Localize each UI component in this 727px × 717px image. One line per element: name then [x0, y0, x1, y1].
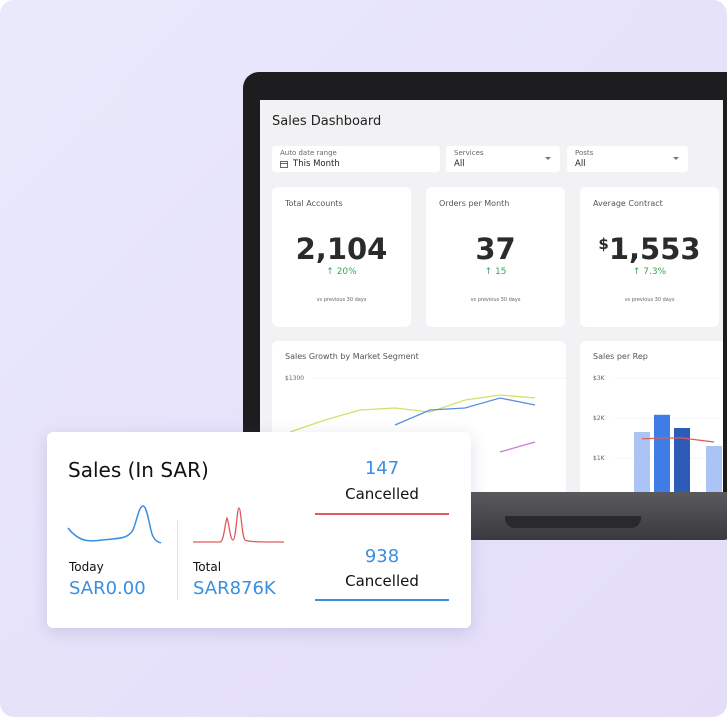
dashboard-screen: Sales Dashboard Auto date range This Mon…: [260, 100, 723, 492]
kpi-change-row: ↑ 7.3%: [632, 267, 667, 277]
chart: $3K $2K $1K: [593, 375, 723, 492]
laptop-notch: [505, 516, 641, 528]
filter[interactable]: Posts All: [567, 146, 688, 172]
kpi-change-row: ↑ 15: [484, 267, 507, 277]
trend-line: [641, 437, 715, 443]
underline: [315, 599, 449, 601]
kpi-card: Orders per Month 37 ↑ 15 vs previous 30 …: [426, 187, 565, 327]
chart-title: Sales Growth by Market Segment: [285, 352, 419, 361]
series-line: [289, 394, 536, 433]
total-value: SAR876K: [193, 578, 276, 599]
bar: [634, 432, 650, 492]
sparkline: [67, 505, 162, 544]
kpi-change-row: ↑ 20%: [326, 267, 357, 277]
cancelled-label: Cancelled: [345, 572, 419, 590]
total-label: Total: [193, 560, 222, 574]
y-tick-label: $3K: [593, 375, 606, 382]
bar: [674, 428, 690, 492]
kpi-change: 15: [494, 267, 507, 277]
kpi-label: Average Contract: [593, 199, 663, 208]
filter-value: This Month: [293, 159, 340, 169]
kpi-card: Total Accounts 2,104 ↑ 20% vs previous 3…: [272, 187, 411, 327]
kpi-note: vs previous 30 days: [624, 297, 675, 303]
cancelled-label: Cancelled: [345, 485, 419, 503]
today-label: Today: [69, 560, 104, 574]
filter-label: Auto date range: [280, 149, 337, 157]
chart-title: Sales per Rep: [593, 352, 648, 361]
kpi-value-row: $1,553: [580, 232, 719, 266]
cancelled-value: 938: [364, 546, 400, 567]
bar: [706, 446, 722, 492]
y-tick-label: $1K: [593, 455, 606, 462]
sales-card: Sales (In SAR) Today SAR0.00 Total SAR87…: [47, 432, 471, 628]
cancelled-value: 147: [364, 458, 400, 479]
kpi-note: vs previous 30 days: [316, 297, 367, 303]
today-value: SAR0.00: [69, 578, 146, 599]
sales-title: Sales (In SAR): [68, 458, 209, 482]
y-tick-label: $2K: [593, 415, 606, 422]
filter-label: Posts: [575, 149, 594, 157]
kpi-value: 1,553: [608, 232, 701, 266]
sparkline: [193, 507, 285, 543]
chart-card: Sales per Rep $3K $2K $1K: [580, 341, 723, 492]
filter-value: All: [575, 159, 586, 169]
kpi-card: Average Contract $1,553 ↑ 7.3% vs previo…: [580, 187, 719, 327]
chart: $1300: [285, 375, 566, 453]
filter-value: All: [454, 159, 465, 169]
bar: [654, 414, 670, 492]
series-line: [499, 441, 536, 453]
chevron: [545, 157, 551, 160]
kpi-label: Orders per Month: [439, 199, 510, 208]
kpi-currency: $: [598, 235, 609, 253]
filter[interactable]: Auto date range This Month: [272, 146, 440, 172]
dashboard-title: Sales Dashboard: [272, 114, 382, 129]
filter-label: Services: [454, 149, 484, 157]
divider: [177, 520, 178, 600]
calendar-icon: [280, 161, 288, 168]
kpi-change: 20%: [336, 267, 357, 277]
kpi-label: Total Accounts: [285, 199, 343, 208]
series-line: [394, 397, 536, 426]
kpi-value: 37: [475, 232, 516, 266]
filter[interactable]: Services All: [446, 146, 560, 172]
underline: [315, 513, 449, 515]
y-tick-label: $1300: [285, 375, 304, 382]
kpi-change: 7.3%: [643, 267, 667, 277]
kpi-value: 2,104: [295, 232, 388, 266]
chevron: [673, 157, 679, 160]
kpi-note: vs previous 30 days: [470, 297, 521, 303]
